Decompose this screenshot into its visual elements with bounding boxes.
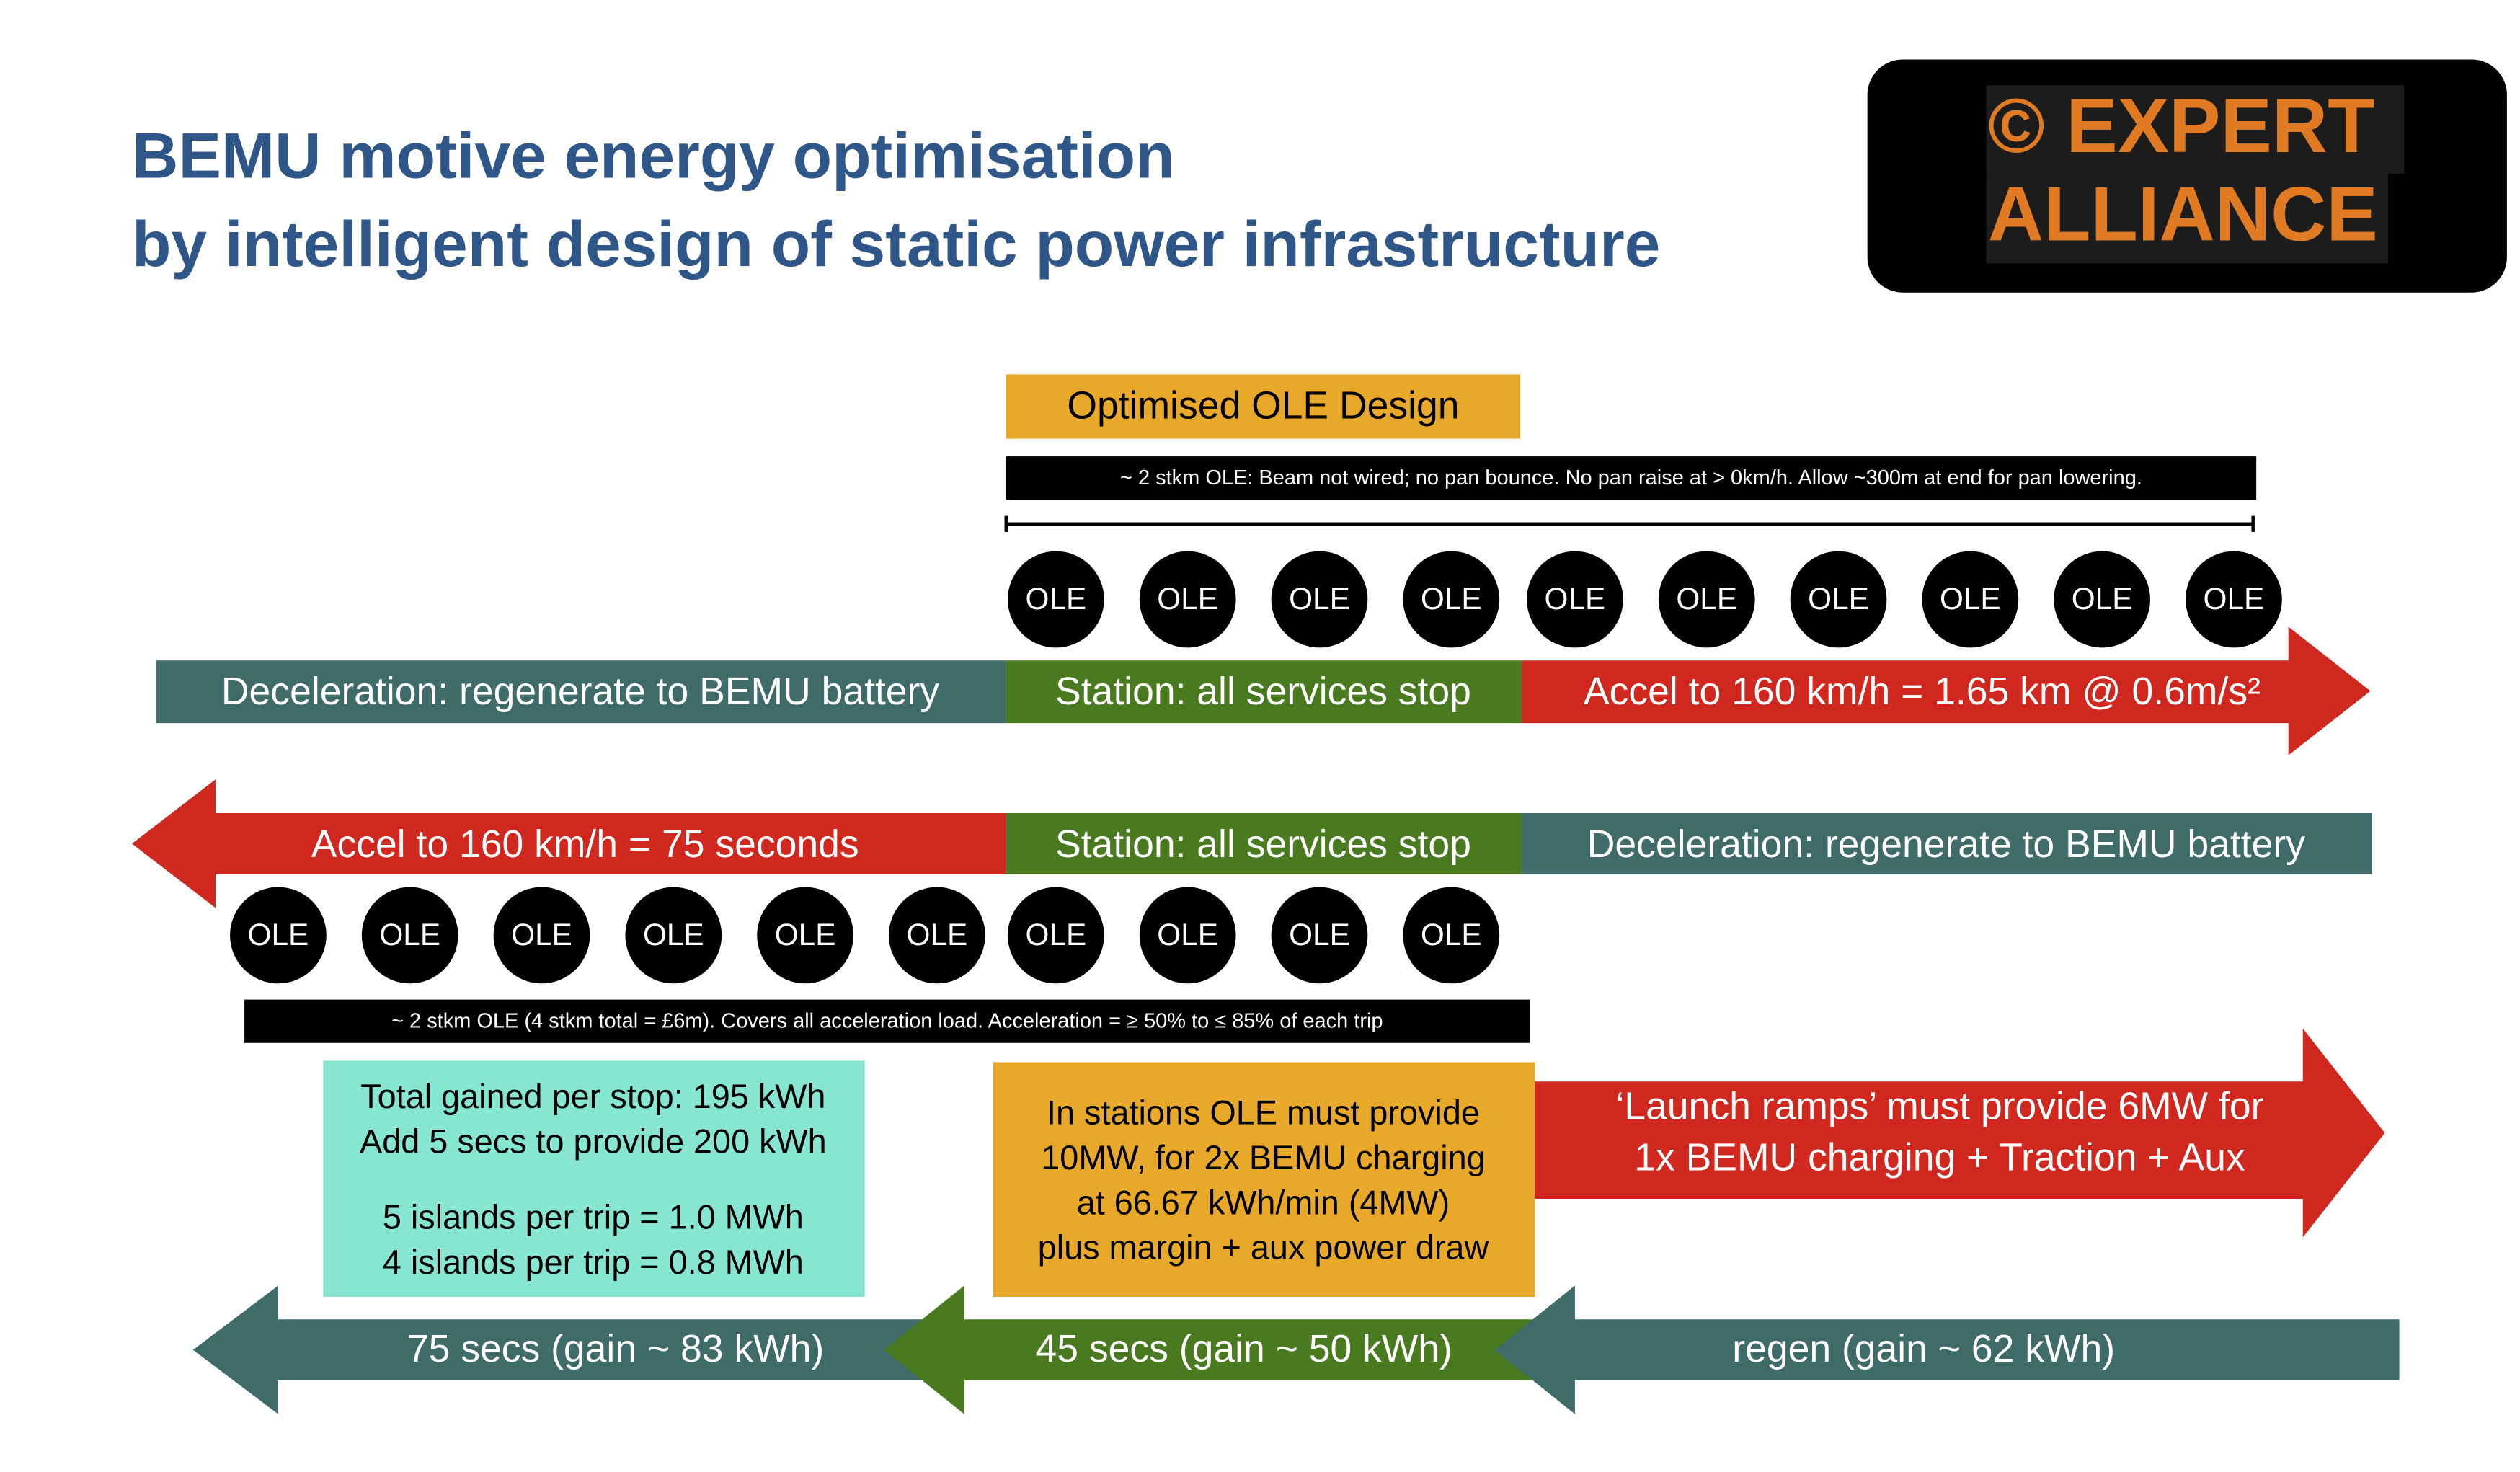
arrow <box>1494 1285 2400 1414</box>
arrow <box>884 1285 1575 1414</box>
ole-circle <box>2186 551 2282 648</box>
ole-label: OLE <box>1157 918 1218 952</box>
ole-circle <box>1790 551 1887 648</box>
ole-circle <box>1139 551 1236 648</box>
note: ~ 2 stkm OLE (4 stkm total = £6m). Cover… <box>391 1009 1383 1032</box>
ole-circle <box>1271 551 1368 648</box>
segment-label: Deceleration: regenerate to BEMU battery <box>1587 823 2305 866</box>
ole-label: OLE <box>1026 918 1087 952</box>
ole-label: OLE <box>1676 582 1737 616</box>
logo-bg <box>1986 85 2405 174</box>
arrow-label: ‘Launch ramps’ must provide 6MW for <box>1616 1085 2264 1127</box>
ole-circle <box>1658 551 1755 648</box>
label: Optimised OLE Design <box>1067 384 1459 427</box>
segment <box>1006 813 1522 874</box>
segment-label: Station: all services stop <box>1055 823 1471 866</box>
segment <box>1006 660 1522 724</box>
label-box <box>1006 374 1521 439</box>
ole-circle <box>757 887 853 984</box>
arrow-label: 75 secs (gain ~ 83 kWh) <box>407 1328 824 1370</box>
span-line <box>1004 515 2255 532</box>
ole-row: OLE OLE OLE OLE OLE OLE OLE OLE OLE OLE <box>230 887 1500 984</box>
ole-circle <box>1008 551 1104 648</box>
segment-label: Accel to 160 km/h = 1.65 km @ 0.6m/s² <box>1584 670 2261 713</box>
ole-label: OLE <box>643 918 704 952</box>
ole-circle <box>1008 887 1104 984</box>
ole-label: OLE <box>2072 582 2133 616</box>
ole-circle <box>1403 887 1500 984</box>
ole-label: OLE <box>379 918 440 952</box>
segment-label: Deceleration: regenerate to BEMU battery <box>221 670 939 713</box>
logo-text: ALLIANCE <box>1988 171 2378 257</box>
ole-label: OLE <box>511 918 572 952</box>
ole-circle <box>493 887 590 984</box>
ole-label: OLE <box>2204 582 2265 616</box>
ole-circle <box>889 887 985 984</box>
info-line: Add 5 secs to provide 200 kWh <box>360 1123 827 1161</box>
ole-circle <box>1527 551 1623 648</box>
ole-circle <box>1271 887 1368 984</box>
ole-label: OLE <box>1289 582 1350 616</box>
ole-label: OLE <box>775 918 836 952</box>
ole-label: OLE <box>1545 582 1606 616</box>
info-box <box>993 1062 1535 1298</box>
ole-circle <box>361 887 458 984</box>
ole-label: OLE <box>1421 582 1482 616</box>
segment-label: Accel to 160 km/h = 75 seconds <box>311 823 859 866</box>
segment <box>156 660 1006 724</box>
info-line: plus margin + aux power draw <box>1038 1229 1489 1267</box>
logo-text: © EXPERT <box>1988 82 2375 169</box>
ole-label: OLE <box>248 918 309 952</box>
ole-circle <box>1139 887 1236 984</box>
info-line: 4 islands per trip = 0.8 MWh <box>383 1243 804 1281</box>
segment-label: Station: all services stop <box>1055 670 1471 713</box>
info-line: Total gained per stop: 195 kWh <box>360 1078 825 1115</box>
note: ~ 2 stkm OLE: Beam not wired; no pan bou… <box>1120 466 2142 489</box>
arrow <box>1522 626 2371 755</box>
ole-label: OLE <box>1026 582 1087 616</box>
ole-circle <box>230 887 327 984</box>
arrow-label: regen (gain ~ 62 kWh) <box>1732 1328 2115 1370</box>
arrow <box>192 1285 964 1414</box>
arrow-label: 45 secs (gain ~ 50 kWh) <box>1036 1328 1452 1370</box>
ole-circle <box>625 887 722 984</box>
ole-label: OLE <box>907 918 968 952</box>
ole-circle <box>2054 551 2151 648</box>
ole-circle <box>1922 551 2019 648</box>
arrow-label: 1x BEMU charging + Traction + Aux <box>1634 1137 2245 1179</box>
ole-row: OLE OLE OLE OLE OLE OLE OLE OLE OLE OLE <box>1008 551 2282 648</box>
ole-circle <box>1403 551 1500 648</box>
note-bar <box>1006 456 2257 500</box>
ole-label: OLE <box>1157 582 1218 616</box>
ole-label: OLE <box>1808 582 1869 616</box>
ole-label: OLE <box>1289 918 1350 952</box>
arrow <box>132 779 1006 908</box>
note-bar <box>244 999 1530 1043</box>
logo-bg <box>1986 173 2388 264</box>
ole-label: OLE <box>1940 582 2001 616</box>
ole-label: OLE <box>1421 918 1482 952</box>
info-box <box>323 1060 865 1298</box>
info-line: 10MW, for 2x BEMU charging <box>1041 1139 1485 1176</box>
info-line: at 66.67 kWh/min (4MW) <box>1077 1184 1450 1221</box>
info-line: 5 islands per trip = 1.0 MWh <box>383 1198 804 1236</box>
arrow <box>1535 1028 2385 1238</box>
info-line: In stations OLE must provide <box>1047 1094 1480 1131</box>
segment <box>1522 813 2372 874</box>
title: BEMU motive energy optimisation <box>132 119 1175 191</box>
title: by intelligent design of static power in… <box>132 208 1660 280</box>
